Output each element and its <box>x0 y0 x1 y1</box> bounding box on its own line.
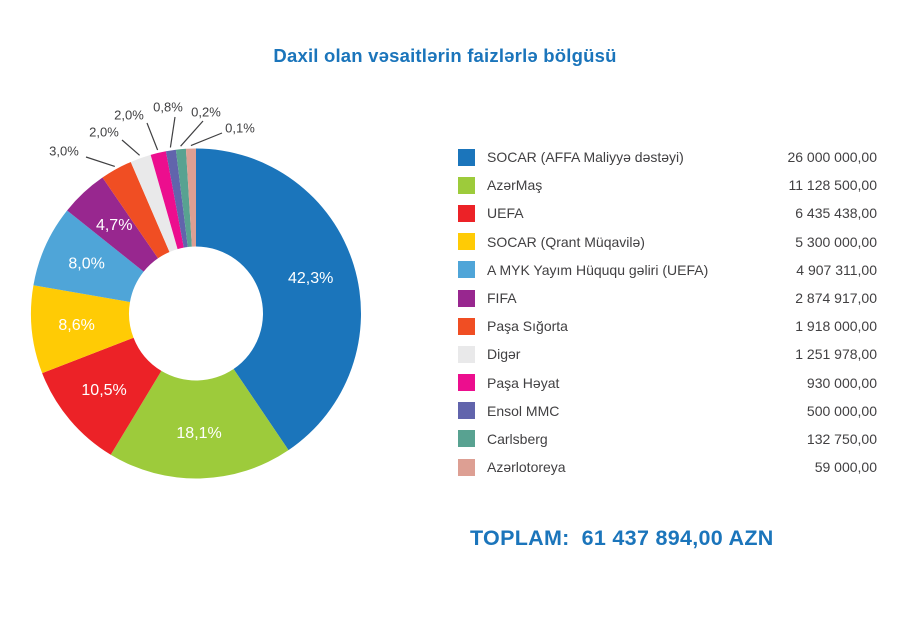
legend-item: SOCAR (Qrant Müqavilə) 5 300 000,00 <box>458 228 877 256</box>
legend-item: AzərMaş 11 128 500,00 <box>458 171 877 199</box>
legend-label: Digər <box>487 346 521 363</box>
legend-value: 5 300 000,00 <box>795 233 877 250</box>
pie-slice <box>185 148 196 247</box>
legend-value: 6 435 438,00 <box>795 205 877 222</box>
pie-slice <box>175 148 192 247</box>
slice-percent-callout: 2,0% <box>114 108 144 123</box>
legend-swatch <box>458 402 475 420</box>
legend-value: 26 000 000,00 <box>787 149 877 166</box>
slice-percent-label: 4,7% <box>96 217 132 234</box>
callout-leader-line <box>190 132 223 147</box>
legend-item: Paşa Həyat 930 000,00 <box>458 369 877 397</box>
legend-swatch <box>458 289 475 307</box>
pie-slice <box>30 285 134 374</box>
legend-label: Carlsberg <box>487 430 548 447</box>
legend-value: 1 251 978,00 <box>795 346 877 363</box>
slice-percent-label: 8,0% <box>68 256 104 273</box>
legend-swatch <box>458 148 475 166</box>
legend-label: SOCAR (AFFA Maliyyə dəstəyi) <box>487 149 684 166</box>
legend-value: 930 000,00 <box>806 374 877 391</box>
total-label: TOPLAM: <box>470 526 570 550</box>
legend-item: Ensol MMC 500 000,00 <box>458 397 877 425</box>
legend-item: UEFA 6 435 438,00 <box>458 199 877 227</box>
slice-percent-callout: 0,8% <box>153 100 183 115</box>
legend-item: Azərlotoreya 59 000,00 <box>458 453 877 481</box>
legend-label: FIFA <box>487 290 517 307</box>
slice-percent-label: 10,5% <box>81 382 126 399</box>
legend-label: Ensol MMC <box>487 402 560 419</box>
pie-slice <box>150 151 184 250</box>
pie-slice <box>130 154 178 252</box>
legend-label: Paşa Həyat <box>487 374 560 391</box>
legend-swatch <box>458 345 475 363</box>
legend-label: Azərlotoreya <box>487 459 566 476</box>
legend-value: 4 907 311,00 <box>796 261 877 278</box>
callout-leader-line <box>121 139 140 156</box>
pie-slice <box>33 210 144 303</box>
pie-slice <box>67 177 159 272</box>
legend-label: A MYK Yayım Hüququ gəliri (UEFA) <box>487 261 709 278</box>
slice-percent-callout: 2,0% <box>89 125 119 140</box>
legend-swatch <box>458 374 475 392</box>
legend-label: AzərMaş <box>487 177 543 194</box>
legend-value: 11 128 500,00 <box>788 177 878 194</box>
donut-chart: 42,3% 18,1% 10,5% 8,6% 8,0% 4,7% 3,0% 2,0% 2,0% 0… <box>0 85 430 505</box>
legend-item: Paşa Sığorta 1 918 000,00 <box>458 312 877 340</box>
legend-value: 1 918 000,00 <box>795 318 877 335</box>
legend-label: Paşa Sığorta <box>487 318 568 335</box>
legend-swatch <box>458 176 475 194</box>
legend-swatch <box>458 204 475 222</box>
legend-value: 2 874 917,00 <box>795 290 877 307</box>
legend-label: UEFA <box>487 205 524 222</box>
legend-item: Carlsberg 132 750,00 <box>458 425 877 453</box>
slice-percent-label: 8,6% <box>58 317 94 334</box>
slice-percent-callout: 0,1% <box>225 121 255 136</box>
callout-leader-line <box>169 116 176 148</box>
total-amount: 61 437 894,00 AZN <box>581 526 774 550</box>
legend-swatch <box>458 233 475 251</box>
total-line: TOPLAM: 61 437 894,00 AZN <box>470 526 774 551</box>
slice-percent-label: 42,3% <box>288 270 333 287</box>
legend-item: SOCAR (AFFA Maliyyə dəstəyi) 26 000 000,… <box>458 143 877 171</box>
legend-value: 59 000,00 <box>814 459 877 476</box>
legend-swatch <box>458 430 475 448</box>
chart-legend: SOCAR (AFFA Maliyyə dəstəyi) 26 000 000,… <box>458 143 877 481</box>
pie-slice <box>42 337 162 455</box>
legend-item: A MYK Yayım Hüququ gəliri (UEFA) 4 907 3… <box>458 256 877 284</box>
legend-item: FIFA 2 874 917,00 <box>458 284 877 312</box>
legend-label: SOCAR (Qrant Müqavilə) <box>487 233 645 250</box>
callout-leader-line <box>85 156 115 167</box>
chart-title: Daxil olan vəsaitlərin faizlərlə bölgüsü <box>273 45 617 66</box>
slice-percent-callout: 0,2% <box>191 105 221 120</box>
slice-percent-label: 18,1% <box>176 425 221 442</box>
legend-swatch <box>458 317 475 335</box>
pie-slice <box>102 161 170 259</box>
legend-value: 500 000,00 <box>806 402 877 419</box>
pie-slice <box>165 149 188 248</box>
callout-leader-line <box>180 120 204 147</box>
legend-swatch <box>458 261 475 279</box>
slice-percent-callout: 3,0% <box>49 144 79 159</box>
legend-value: 132 750,00 <box>806 430 877 447</box>
donut-chart-svg: 42,3% 18,1% 10,5% 8,6% 8,0% 4,7% 3,0% 2,0% 2,0% 0… <box>30 100 361 479</box>
callout-leader-line <box>146 122 159 151</box>
legend-item: Digər 1 251 978,00 <box>458 340 877 368</box>
pie-slice <box>110 368 289 479</box>
pie-slice <box>196 148 361 451</box>
legend-swatch <box>458 458 475 476</box>
